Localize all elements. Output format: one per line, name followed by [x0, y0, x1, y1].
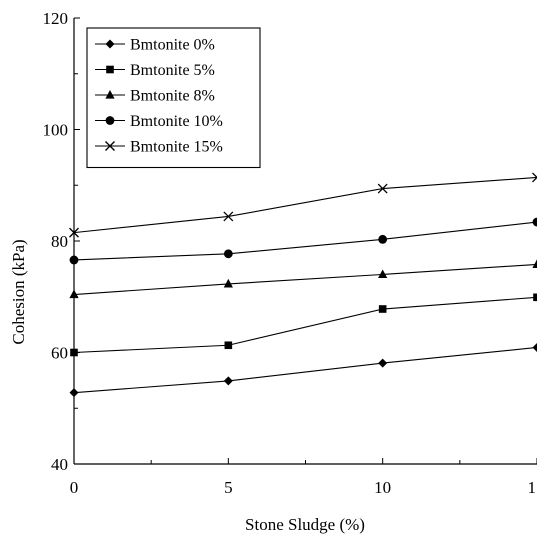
series-path	[73, 176, 537, 234]
legend-marker	[105, 39, 115, 49]
x-tick-label: 10	[374, 478, 391, 497]
data-point	[377, 183, 388, 194]
y-tick-label: 120	[43, 9, 69, 28]
series-path	[73, 296, 537, 354]
data-point	[532, 342, 537, 352]
legend-item: Bmtonite 15%	[95, 139, 223, 156]
data-point	[69, 388, 79, 398]
series-layer	[69, 172, 537, 398]
data-point	[532, 172, 537, 183]
data-point	[532, 259, 537, 269]
data-point	[378, 269, 388, 279]
series-line	[69, 217, 537, 265]
series-path	[73, 221, 537, 261]
data-point	[378, 358, 388, 368]
legend-label: Bmtonite 8%	[130, 88, 215, 105]
data-point	[70, 348, 78, 357]
legend-item: Bmtonite 10%	[95, 113, 223, 130]
legend-box	[86, 27, 261, 169]
legend-item: Bmtonite 5%	[95, 62, 215, 79]
data-point	[223, 376, 233, 386]
legend-label: Bmtonite 0%	[130, 37, 215, 54]
data-point	[533, 293, 537, 302]
legend: Bmtonite 0% Bmtonite 5% Bmtonite 8% Bmtonit…	[86, 27, 261, 169]
axes: 40 60 80 100 120 0 5 10 1	[43, 9, 537, 497]
data-point	[532, 217, 537, 227]
legend-label: Bmtonite 15%	[130, 139, 223, 156]
data-point	[378, 234, 388, 244]
legend-item: Bmtonite 8%	[95, 88, 215, 105]
series-line	[69, 259, 537, 299]
y-tick-label: 80	[51, 232, 68, 251]
legend-marker	[106, 65, 114, 74]
series-line	[69, 342, 537, 398]
x-tick-label: 0	[70, 478, 79, 497]
y-tick-label: 40	[51, 455, 68, 474]
data-point	[223, 211, 234, 222]
series-path	[73, 346, 537, 394]
y-axis-title: Cohesion (kPa)	[9, 239, 28, 344]
x-tick-label: 5	[224, 478, 233, 497]
y-tick-label: 100	[43, 121, 69, 140]
data-point	[69, 227, 79, 238]
legend-marker	[105, 141, 115, 151]
legend-label: Bmtonite 10%	[130, 113, 223, 130]
series-line	[70, 293, 537, 357]
legend-marker	[105, 116, 115, 125]
x-axis-title: Stone Sludge (%)	[245, 515, 365, 534]
data-point	[378, 305, 387, 313]
x-tick-label: 1	[528, 478, 537, 497]
series-line	[69, 172, 537, 238]
legend-label: Bmtonite 5%	[130, 62, 215, 79]
data-point	[69, 255, 79, 265]
data-point	[69, 289, 79, 299]
legend-item: Bmtonite 0%	[95, 37, 215, 54]
series-path	[73, 263, 537, 296]
legend-marker	[105, 90, 115, 99]
y-tick-label: 60	[51, 344, 68, 363]
data-point	[224, 341, 233, 350]
data-point	[223, 278, 233, 288]
data-point	[223, 249, 233, 259]
